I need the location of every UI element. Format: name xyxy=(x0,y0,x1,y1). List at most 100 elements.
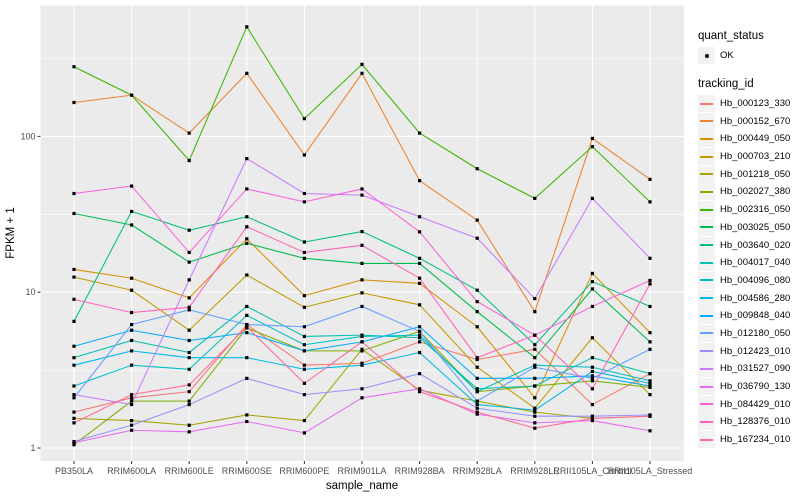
data-point xyxy=(72,100,76,105)
legend-item-label: Hb_000152_670 xyxy=(720,115,791,127)
data-point xyxy=(302,305,306,309)
legend-item-label: Hb_003640_020 xyxy=(720,239,791,251)
data-point xyxy=(648,282,652,286)
x-tick-label: RRIM928LE xyxy=(510,466,559,476)
data-point xyxy=(360,71,364,75)
x-tick-label: RRIM928LA xyxy=(453,466,502,476)
data-point xyxy=(302,191,306,196)
legend-item-Hb_001218_050: Hb_001218_050 xyxy=(698,165,800,183)
data-point xyxy=(648,414,652,418)
data-point xyxy=(418,303,422,307)
line-swatch xyxy=(700,226,713,229)
data-point xyxy=(302,349,306,353)
data-point xyxy=(533,414,537,418)
data-point xyxy=(360,278,364,282)
data-point xyxy=(302,393,306,397)
data-point xyxy=(245,187,249,191)
data-point xyxy=(418,131,422,135)
data-point xyxy=(72,363,76,367)
data-point xyxy=(72,297,76,301)
line-swatch xyxy=(700,297,713,300)
x-tick-label: RRIM600LA xyxy=(107,466,156,476)
data-point xyxy=(590,365,594,369)
data-point xyxy=(245,376,249,380)
legend-item-label: Hb_009848_040 xyxy=(720,310,791,322)
legend-item-label: Hb_001218_050 xyxy=(720,168,791,180)
line-swatch-key xyxy=(698,271,715,289)
point-icon xyxy=(704,53,709,58)
line-swatch xyxy=(700,438,713,441)
line-swatch-key xyxy=(698,218,715,236)
data-point xyxy=(245,304,249,309)
x-axis: PB350LA RRIM600LA RRIM600LE RRIM600SE RRIM60… xyxy=(55,461,692,476)
data-point xyxy=(590,379,594,383)
data-point xyxy=(475,300,479,304)
data-point xyxy=(475,402,479,407)
data-point xyxy=(533,426,537,430)
legend-item-label: Hb_002316_050 xyxy=(720,204,791,216)
data-point xyxy=(533,408,537,412)
data-point xyxy=(590,356,594,360)
data-point xyxy=(72,443,76,447)
data-point xyxy=(187,350,191,355)
data-point xyxy=(533,384,537,388)
legend: quant_status OK tracking_id Hb_000123_33… xyxy=(698,30,800,449)
data-point xyxy=(475,357,479,362)
data-point xyxy=(590,336,594,340)
data-point xyxy=(187,250,191,255)
data-point xyxy=(302,343,306,347)
data-point xyxy=(590,145,594,149)
line-swatch-key xyxy=(698,289,715,307)
data-point xyxy=(245,157,249,161)
data-point xyxy=(475,387,479,391)
y-axis: 1 10 100 xyxy=(20,131,41,453)
data-point xyxy=(130,402,134,407)
legend-items: Hb_000123_330 Hb_000152_670 Hb_000449_050 H… xyxy=(698,95,800,449)
data-point xyxy=(72,191,76,196)
data-point xyxy=(360,193,364,197)
point-symbol-key xyxy=(698,47,715,65)
data-point xyxy=(302,240,306,244)
line-swatch-key xyxy=(698,413,715,431)
data-point xyxy=(533,356,537,360)
data-point xyxy=(360,304,364,309)
legend-item-label: Hb_003025_050 xyxy=(720,221,791,233)
data-point xyxy=(245,241,249,245)
data-point xyxy=(245,413,249,417)
data-point xyxy=(360,291,364,295)
data-point xyxy=(648,384,652,388)
data-point xyxy=(533,421,537,425)
data-point xyxy=(533,347,537,351)
data-point xyxy=(590,414,594,418)
data-point xyxy=(187,278,191,282)
legend-item-Hb_128376_010: Hb_128376_010 xyxy=(698,413,800,431)
line-swatch xyxy=(700,314,713,317)
data-point xyxy=(72,410,76,414)
category-gridlines xyxy=(73,5,651,461)
legend-title-quant-status: quant_status xyxy=(698,30,764,42)
data-point xyxy=(302,367,306,371)
data-point xyxy=(590,418,594,423)
data-point xyxy=(418,333,422,337)
data-point xyxy=(245,325,249,329)
legend-item-Hb_004586_280: Hb_004586_280 xyxy=(698,289,800,307)
data-point xyxy=(187,308,191,312)
data-point xyxy=(475,325,479,329)
data-point xyxy=(475,288,479,292)
data-point xyxy=(245,322,249,327)
line-swatch-key xyxy=(698,112,715,130)
legend-item-label: Hb_002027_380 xyxy=(720,186,791,198)
data-point xyxy=(302,250,306,255)
data-point xyxy=(187,328,191,332)
data-point xyxy=(648,331,652,335)
data-point xyxy=(533,196,537,200)
data-point xyxy=(130,393,134,397)
line-swatch-key xyxy=(698,431,715,449)
legend-item-Hb_031527_090: Hb_031527_090 xyxy=(698,360,800,378)
data-point xyxy=(72,384,76,388)
data-point xyxy=(130,184,134,188)
data-point xyxy=(187,260,191,264)
data-point xyxy=(590,279,594,284)
y-tick-label: 100 xyxy=(20,131,35,141)
data-point xyxy=(72,275,76,279)
